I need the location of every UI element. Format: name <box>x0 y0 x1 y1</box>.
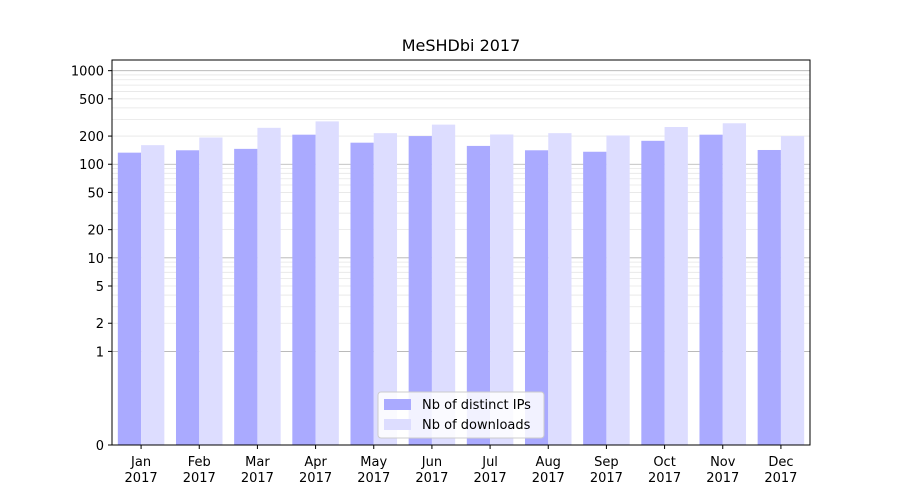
chart-title: MeSHDbi 2017 <box>402 36 521 55</box>
x-tick-label-year: 2017 <box>125 471 158 486</box>
bar-distinct-ips <box>234 148 258 445</box>
y-tick-label: 500 <box>79 93 104 108</box>
x-tick-label-month: Feb <box>188 455 211 470</box>
x-tick-label-year: 2017 <box>590 471 623 486</box>
bar-distinct-ips <box>466 145 491 445</box>
bar-distinct-ips <box>757 149 781 445</box>
x-tick-label-year: 2017 <box>474 471 507 486</box>
y-tick-label: 2 <box>96 317 104 332</box>
x-tick-label-month: Sep <box>594 455 619 470</box>
x-tick-label-month: May <box>360 455 387 470</box>
x-tick-label-month: Jun <box>421 455 442 470</box>
x-tick-label-year: 2017 <box>357 471 390 486</box>
legend-swatch <box>384 419 411 430</box>
bar-distinct-ips <box>641 140 665 445</box>
legend-label: Nb of distinct IPs <box>422 398 531 413</box>
bar-distinct-ips <box>175 150 200 445</box>
y-tick-label: 200 <box>79 130 104 145</box>
x-tick-label-month: Jul <box>481 455 498 470</box>
bar-distinct-ips <box>583 151 607 445</box>
bar-downloads <box>373 133 398 446</box>
bar-downloads <box>606 135 630 445</box>
bar-distinct-ips <box>350 142 374 445</box>
y-tick-label: 1000 <box>71 65 104 80</box>
legend-label: Nb of downloads <box>422 418 531 433</box>
plot-frame <box>111 59 811 446</box>
y-tick-label: 1 <box>96 345 104 360</box>
bar-downloads <box>257 127 281 445</box>
bar-downloads <box>199 137 223 446</box>
bar-downloads <box>722 123 747 445</box>
bar-distinct-ips <box>699 134 723 445</box>
y-tick-label: 100 <box>79 158 104 173</box>
bar-downloads <box>490 134 514 445</box>
y-tick-label: 20 <box>87 224 104 239</box>
y-axis: 0 1 2 5 10 20 50 100 200 500 1000 <box>71 65 112 454</box>
bar-downloads <box>664 127 688 445</box>
bar-distinct-ips <box>524 150 549 445</box>
bar-downloads <box>431 124 456 445</box>
x-tick-label-month: Jan <box>130 455 151 470</box>
bar-downloads <box>780 136 805 446</box>
gridlines <box>112 70 810 352</box>
x-tick-label-month: Oct <box>653 455 675 470</box>
legend-swatch <box>384 399 411 410</box>
y-tick-label: 0 <box>96 439 104 454</box>
x-tick-label-month: Dec <box>768 455 793 470</box>
x-tick-label-year: 2017 <box>648 471 681 486</box>
x-tick-label-month: Aug <box>536 455 561 470</box>
x-tick-label-year: 2017 <box>241 471 274 486</box>
x-tick-label-month: Apr <box>304 455 327 470</box>
legend: Nb of distinct IPs Nb of downloads <box>377 391 545 439</box>
x-axis: Jan2017Feb2017Mar2017Apr2017May2017Jun20… <box>125 445 797 486</box>
x-tick-label-year: 2017 <box>706 471 739 486</box>
bar-downloads <box>315 121 339 445</box>
bars <box>117 121 805 446</box>
legend-box <box>377 391 545 439</box>
x-tick-label-year: 2017 <box>764 471 797 486</box>
x-tick-label-month: Nov <box>710 455 736 470</box>
bar-downloads <box>141 145 165 445</box>
bar-distinct-ips <box>117 152 142 445</box>
y-tick-label: 50 <box>87 186 104 201</box>
x-tick-label-year: 2017 <box>532 471 565 486</box>
bar-distinct-ips <box>408 136 432 446</box>
x-tick-label-month: Mar <box>245 455 270 470</box>
x-tick-label-year: 2017 <box>299 471 332 486</box>
y-tick-label: 5 <box>96 280 104 295</box>
x-tick-label-year: 2017 <box>415 471 448 486</box>
x-tick-label-year: 2017 <box>183 471 216 486</box>
y-tick-label: 10 <box>87 252 104 267</box>
bar-downloads <box>548 133 572 446</box>
bar-distinct-ips <box>292 134 316 445</box>
